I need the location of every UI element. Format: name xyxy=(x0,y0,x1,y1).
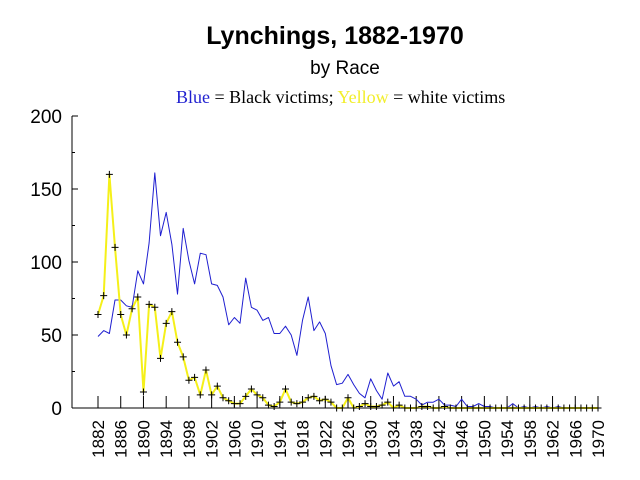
data-point-white-victims xyxy=(424,403,432,411)
x-tick-label: 1890 xyxy=(134,420,153,458)
data-point-white-victims xyxy=(134,293,142,301)
data-point-white-victims xyxy=(247,385,255,393)
x-tick-label: 1898 xyxy=(180,420,199,458)
data-point-white-victims xyxy=(208,391,216,399)
data-point-white-victims xyxy=(321,395,329,403)
data-point-white-victims xyxy=(213,382,221,390)
x-tick-label: 1906 xyxy=(225,420,244,458)
data-point-white-victims xyxy=(242,392,250,400)
axes: 0 50 100 150 200 1882 1886 1890 1894 1898 1902 1906… xyxy=(30,107,608,458)
x-tick-label: 1950 xyxy=(475,420,494,458)
data-point-white-victims xyxy=(185,376,193,384)
data-point-white-victims xyxy=(389,404,397,412)
data-point-white-victims xyxy=(174,338,182,346)
data-point-white-victims xyxy=(327,398,335,406)
x-tick-label: 1954 xyxy=(498,420,517,458)
data-point-white-victims xyxy=(270,403,278,411)
x-tick-label: 1938 xyxy=(407,420,426,458)
x-tick-label: 1922 xyxy=(316,420,335,458)
data-point-white-victims xyxy=(361,400,369,408)
y-tick-label: 200 xyxy=(30,107,62,128)
data-point-white-victims xyxy=(304,394,312,402)
data-point-white-victims xyxy=(344,394,352,402)
data-point-white-victims xyxy=(219,394,227,402)
data-point-white-victims xyxy=(282,385,289,393)
y-tick-label: 150 xyxy=(30,180,62,201)
data-point-white-victims xyxy=(310,392,318,400)
chart-subtitle: by Race xyxy=(310,58,380,79)
data-point-white-victims xyxy=(100,292,108,300)
x-tick-label: 1942 xyxy=(430,420,449,458)
legend-black-word: Blue xyxy=(176,87,210,107)
data-point-white-victims xyxy=(162,319,170,327)
x-tick-label: 1930 xyxy=(362,420,381,458)
x-tick-label: 1886 xyxy=(112,420,131,458)
data-point-white-victims xyxy=(111,243,119,251)
data-point-white-victims xyxy=(287,398,295,406)
x-tick-label: 1914 xyxy=(271,420,290,458)
data-point-white-victims xyxy=(196,391,204,399)
x-tick-label: 1882 xyxy=(89,420,108,458)
data-point-white-victims xyxy=(412,404,420,412)
x-tick-label: 1970 xyxy=(589,420,608,458)
data-point-white-victims xyxy=(117,311,125,319)
data-point-white-victims xyxy=(264,401,272,409)
data-point-white-victims xyxy=(441,403,449,411)
data-point-white-victims xyxy=(151,303,159,311)
data-point-white-victims xyxy=(236,400,244,408)
data-point-white-victims xyxy=(157,354,164,362)
data-point-white-victims xyxy=(105,170,113,178)
x-tick-label: 1902 xyxy=(203,420,222,458)
data-point-white-victims xyxy=(293,400,301,408)
data-point-white-victims xyxy=(139,388,147,396)
data-point-white-victims xyxy=(191,373,199,381)
x-tick-label: 1910 xyxy=(248,420,267,458)
legend: Blue = Black victims; Yellow = white vic… xyxy=(176,87,505,108)
legend-black-text: = Black victims; xyxy=(210,87,338,107)
data-point-white-victims xyxy=(378,401,386,409)
legend-white-word: Yellow xyxy=(337,87,389,107)
x-tick-label: 1962 xyxy=(544,420,563,458)
data-point-white-victims xyxy=(94,311,102,319)
x-tick-label: 1958 xyxy=(521,420,540,458)
data-point-white-victims xyxy=(145,300,153,308)
series-layer xyxy=(94,170,602,412)
data-point-white-victims xyxy=(316,397,324,405)
y-tick-label: 100 xyxy=(30,253,62,274)
chart-title: Lynchings, 1882-1970 xyxy=(206,22,464,50)
data-point-white-victims xyxy=(384,398,392,406)
data-point-white-victims xyxy=(395,401,403,409)
x-tick-label: 1918 xyxy=(294,420,313,458)
legend-white-text: = white victims xyxy=(388,87,506,107)
x-tick-label: 1946 xyxy=(453,420,472,458)
data-point-white-victims xyxy=(350,404,358,412)
data-point-white-victims xyxy=(122,331,130,339)
data-point-white-victims xyxy=(338,404,346,412)
y-tick-label: 50 xyxy=(41,326,62,347)
data-point-white-victims xyxy=(202,366,210,374)
data-point-white-victims xyxy=(435,404,443,412)
data-point-white-victims xyxy=(355,403,363,411)
data-point-white-victims xyxy=(168,308,176,316)
data-point-white-victims xyxy=(179,353,187,361)
x-tick-label: 1934 xyxy=(384,420,403,458)
data-point-white-victims xyxy=(299,398,307,406)
x-tick-label: 1966 xyxy=(566,420,585,458)
data-point-white-victims xyxy=(372,403,380,411)
series-line-white-victims xyxy=(97,173,598,409)
data-point-white-victims xyxy=(128,305,136,313)
x-tick-label: 1926 xyxy=(339,420,358,458)
data-point-white-victims xyxy=(594,404,602,412)
data-point-white-victims xyxy=(253,391,261,399)
data-point-white-victims xyxy=(276,398,284,406)
x-tick-label: 1894 xyxy=(157,420,176,458)
y-tick-label: 0 xyxy=(51,399,62,420)
data-point-white-victims xyxy=(225,397,233,405)
series-line-black-victims xyxy=(97,172,598,409)
data-point-white-victims xyxy=(259,394,267,402)
